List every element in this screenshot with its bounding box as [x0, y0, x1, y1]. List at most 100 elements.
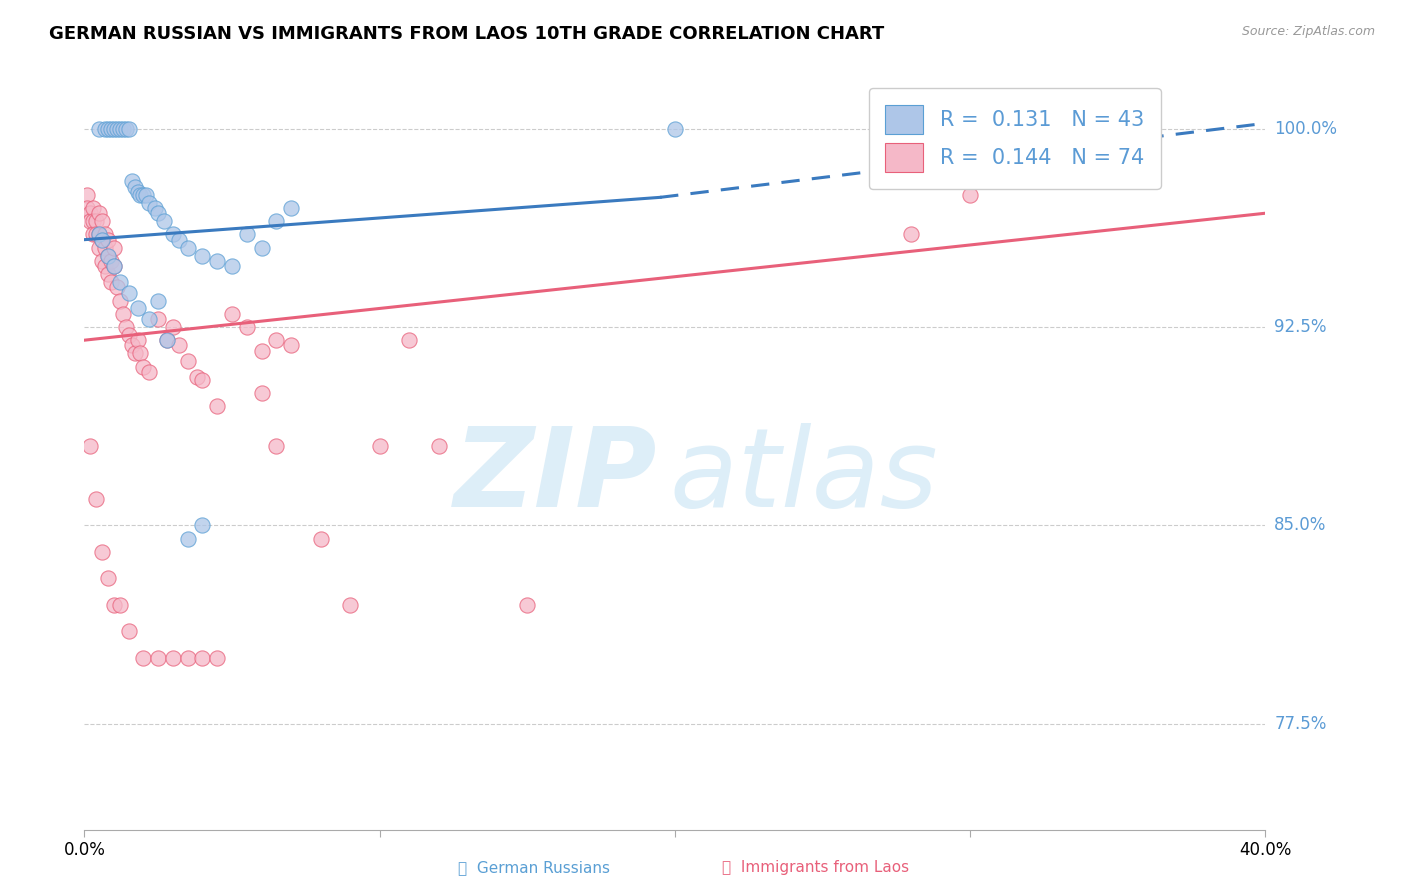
Point	[103, 259, 125, 273]
Point	[266, 439, 288, 453]
Point	[221, 259, 243, 273]
Point	[266, 214, 288, 228]
Point	[114, 121, 136, 136]
Point	[132, 650, 155, 665]
Point	[121, 174, 143, 188]
Point	[97, 248, 120, 262]
Point	[108, 293, 131, 308]
Point	[124, 179, 146, 194]
Point	[280, 338, 302, 352]
Text: atlas: atlas	[669, 423, 938, 530]
Point	[94, 241, 117, 255]
Point	[91, 545, 114, 559]
Point	[138, 365, 160, 379]
Point	[156, 333, 179, 347]
Point	[76, 201, 98, 215]
Point	[135, 187, 157, 202]
Point	[398, 333, 420, 347]
Point	[167, 338, 190, 352]
Text: ⬜  Immigrants from Laos: ⬜ Immigrants from Laos	[721, 861, 910, 875]
Point	[664, 121, 686, 136]
Point	[162, 227, 184, 242]
Point	[82, 227, 104, 242]
Point	[103, 259, 125, 273]
Text: Source: ZipAtlas.com: Source: ZipAtlas.com	[1241, 25, 1375, 38]
Point	[87, 227, 111, 242]
Point	[105, 121, 128, 136]
Point	[207, 400, 229, 414]
Point	[148, 312, 170, 326]
Point	[84, 227, 107, 242]
Point	[108, 598, 131, 612]
Point	[191, 518, 214, 533]
Point	[84, 214, 107, 228]
Point	[82, 214, 104, 228]
Point	[266, 333, 288, 347]
Point	[103, 121, 125, 136]
Point	[111, 307, 134, 321]
Point	[79, 206, 101, 220]
Point	[121, 338, 143, 352]
Point	[91, 214, 114, 228]
Point	[162, 320, 184, 334]
Point	[143, 201, 166, 215]
Point	[91, 233, 114, 247]
Point	[148, 650, 170, 665]
Point	[250, 343, 273, 358]
Point	[91, 253, 114, 268]
Point	[87, 121, 111, 136]
Point	[156, 333, 179, 347]
Point	[148, 293, 170, 308]
Point	[87, 206, 111, 220]
Point	[250, 241, 273, 255]
Point	[87, 241, 111, 255]
Point	[127, 333, 149, 347]
Point	[103, 598, 125, 612]
Text: GERMAN RUSSIAN VS IMMIGRANTS FROM LAOS 10TH GRADE CORRELATION CHART: GERMAN RUSSIAN VS IMMIGRANTS FROM LAOS 1…	[49, 25, 884, 43]
Point	[207, 650, 229, 665]
Point	[309, 532, 332, 546]
Point	[516, 598, 538, 612]
Point	[97, 233, 120, 247]
Point	[124, 346, 146, 360]
Point	[138, 195, 160, 210]
Point	[94, 259, 117, 273]
Point	[127, 301, 149, 316]
Point	[97, 267, 120, 281]
Point	[118, 121, 141, 136]
Text: 77.5%: 77.5%	[1274, 714, 1327, 732]
Point	[280, 201, 302, 215]
Point	[91, 233, 114, 247]
Point	[97, 121, 120, 136]
Point	[221, 307, 243, 321]
Point	[162, 650, 184, 665]
Point	[129, 187, 152, 202]
Point	[138, 312, 160, 326]
Point	[111, 121, 134, 136]
Point	[97, 571, 120, 585]
Point	[339, 598, 361, 612]
Point	[108, 121, 131, 136]
Point	[94, 227, 117, 242]
Text: ⬜  German Russians: ⬜ German Russians	[458, 861, 610, 875]
Point	[118, 327, 141, 342]
Legend: R =  0.131   N = 43, R =  0.144   N = 74: R = 0.131 N = 43, R = 0.144 N = 74	[869, 88, 1160, 189]
Point	[103, 241, 125, 255]
Point	[94, 121, 117, 136]
Point	[79, 439, 101, 453]
Point	[186, 370, 208, 384]
Point	[177, 650, 200, 665]
Point	[368, 439, 391, 453]
Point	[177, 532, 200, 546]
Point	[118, 285, 141, 300]
Point	[76, 187, 98, 202]
Point	[959, 187, 981, 202]
Point	[114, 320, 136, 334]
Point	[105, 280, 128, 294]
Point	[84, 491, 107, 506]
Point	[191, 650, 214, 665]
Text: ZIP: ZIP	[454, 423, 657, 530]
Point	[177, 241, 200, 255]
Point	[167, 233, 190, 247]
Point	[427, 439, 450, 453]
